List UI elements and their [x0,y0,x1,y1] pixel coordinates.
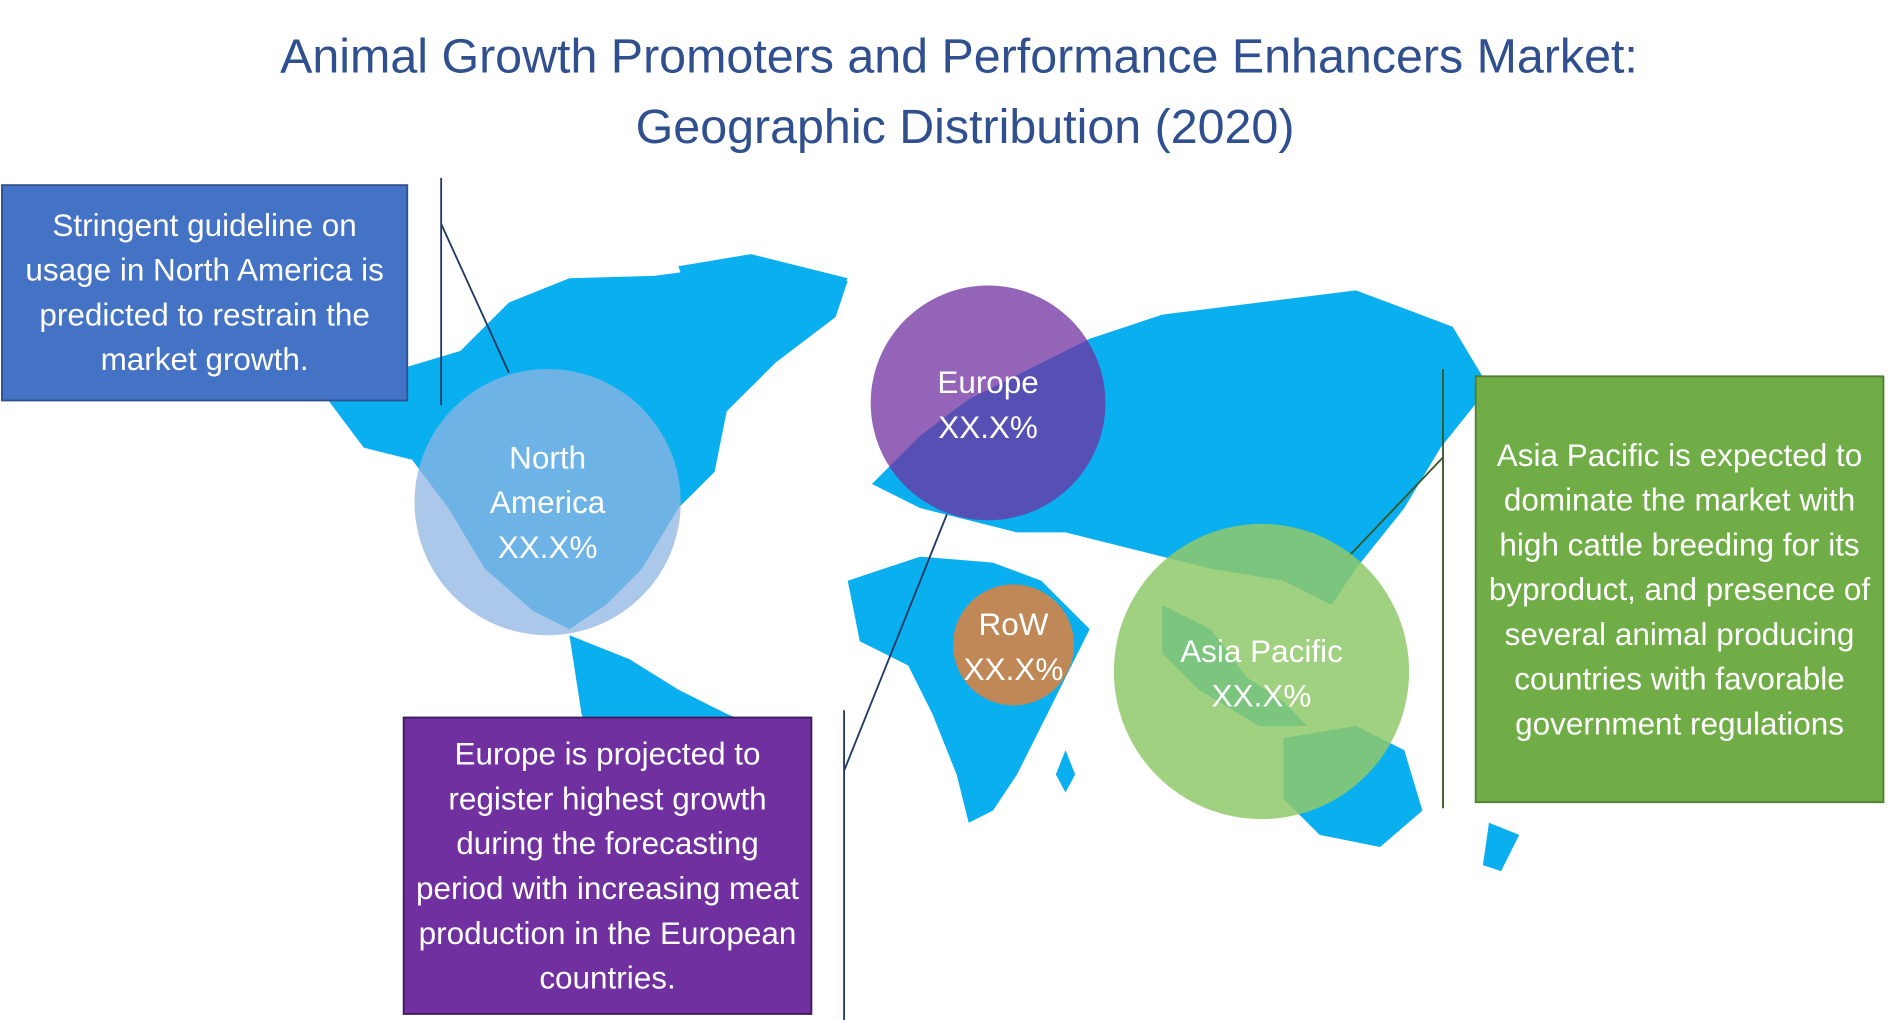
callout-text: Europe is projected to register highest … [416,735,800,996]
callout: Europe is projected to register highest … [416,735,800,996]
region-label: RoW XX.X% [963,606,1064,688]
callout-box [1474,375,1885,804]
callout-text: Asia Pacific is expected to dominate the… [1488,436,1871,742]
region-bubble [870,285,1106,521]
region-name: North America [489,438,606,520]
connector-line [843,513,948,772]
region-value: XX.X% [1211,677,1312,714]
region-bubble [414,369,681,636]
region-name: Europe [937,364,1039,401]
region-label: Europe XX.X% [937,364,1039,446]
connector-line [1345,456,1444,560]
region-label: North America XX.X% [489,438,606,565]
callout: Stringent guideline on usage in North Am… [25,206,384,378]
callout-connectors [440,177,1444,1020]
region-name: Asia Pacific [1180,632,1343,670]
callout: Asia Pacific is expected to dominate the… [1488,436,1871,742]
region-bubble [1113,523,1410,820]
region-bubble [952,584,1074,706]
callout-text: Stringent guideline on usage in North Am… [25,206,384,378]
connector-line [440,223,510,374]
title-line: Animal Growth Promoters and Performance … [280,30,1638,84]
region-value: XX.X% [938,408,1038,446]
callout-box [1,184,409,402]
region-value: XX.X% [963,650,1064,688]
title-line: Geographic Distribution (2020) [636,100,1295,154]
callout-box [402,716,813,1015]
region-value: XX.X% [497,528,598,565]
region-label: Asia Pacific XX.X% [1180,632,1343,714]
region-name: RoW [978,606,1049,643]
